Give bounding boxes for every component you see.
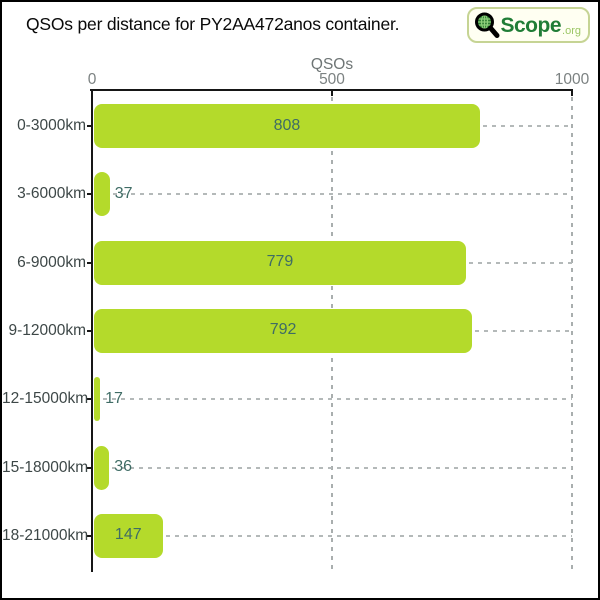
chart-title: QSOs per distance for PY2AA472anos conta… xyxy=(26,14,400,34)
x-tick-mark xyxy=(571,91,573,96)
y-tick-mark xyxy=(87,261,92,264)
bar xyxy=(94,445,110,490)
bar xyxy=(94,513,163,558)
h-gridline xyxy=(165,534,572,537)
bar-value-label: 36 xyxy=(114,458,133,476)
y-tick-mark xyxy=(87,329,92,332)
y-tick-mark xyxy=(87,125,92,127)
h-gridline xyxy=(112,466,572,469)
bar-value-label: 17 xyxy=(105,389,123,407)
bar-value-label: 147 xyxy=(114,526,142,544)
h-gridline xyxy=(103,398,572,401)
h-gridline xyxy=(482,125,572,127)
category-label: 15-18000km xyxy=(2,458,89,476)
bar xyxy=(94,104,480,148)
y-tick-mark xyxy=(87,193,92,196)
h-gridline xyxy=(468,261,572,264)
magnifier-globe-icon xyxy=(473,11,501,40)
bar xyxy=(94,172,110,217)
qscope-logo[interactable]: Scope .org xyxy=(466,7,590,43)
h-gridline xyxy=(112,193,572,196)
category-label: 12-15000km xyxy=(2,390,89,408)
y-tick-mark xyxy=(87,398,92,401)
x-axis-title: QSOs xyxy=(310,56,354,73)
category-label: 6-9000km xyxy=(17,253,86,271)
bar-value-label: 37 xyxy=(114,184,133,202)
logo-brand-text: Scope xyxy=(500,13,562,37)
bar xyxy=(94,377,101,422)
bar-value-label: 792 xyxy=(269,321,297,339)
y-axis-line xyxy=(91,89,93,572)
bar-value-label: 808 xyxy=(273,116,301,134)
y-tick-mark xyxy=(87,466,92,469)
bar-value-label: 779 xyxy=(266,253,294,271)
x-axis-line xyxy=(90,89,573,91)
logo-suffix-text: .org xyxy=(562,25,581,37)
category-label: 3-6000km xyxy=(17,185,86,203)
x-tick-label: 0 xyxy=(87,71,97,88)
bar xyxy=(94,308,473,353)
x-tick-mark xyxy=(331,91,333,96)
bar xyxy=(94,240,466,285)
h-gridline xyxy=(475,329,572,332)
y-tick-mark xyxy=(87,534,92,537)
y-axis-title-clipped: km xyxy=(0,283,5,304)
x-tick-label: 1000 xyxy=(554,71,590,88)
category-label: 18-21000km xyxy=(2,526,89,544)
x-tick-label: 500 xyxy=(319,71,345,88)
category-label: 0-3000km xyxy=(17,117,86,134)
v-gridline xyxy=(571,97,573,572)
category-label: 9-12000km xyxy=(8,321,86,339)
